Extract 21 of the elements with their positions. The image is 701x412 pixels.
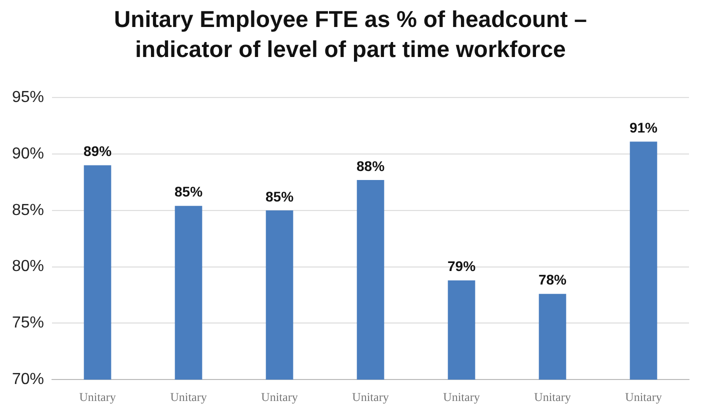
x-tick-label: Unitary [79,390,116,404]
y-tick-label: 70% [12,371,44,388]
data-label: 85% [174,184,204,200]
y-tick-label: 75% [12,314,44,332]
x-tick-label: Unitary [534,390,571,404]
data-label: 78% [538,272,568,288]
x-tick-label: Unitary [352,390,389,404]
y-tick-label: 85% [12,202,44,219]
data-label: 88% [356,158,386,174]
x-tick-label: Unitary [625,390,662,404]
x-tick-label: Unitary [443,390,480,404]
y-tick-label: 90% [12,145,44,162]
data-label: 91% [629,119,658,136]
x-tick-label: Unitary [261,390,298,404]
y-tick-label: 80% [12,258,44,276]
y-tick-label: 95% [12,89,44,106]
data-label: 89% [84,143,112,160]
data-label: 85% [266,188,294,204]
data-label: 79% [447,258,476,274]
chart-title: Unitary Employee FTE as % of headcount – indicator of level of part time workforce [113,5,588,64]
x-tick-label: Unitary [170,390,207,404]
